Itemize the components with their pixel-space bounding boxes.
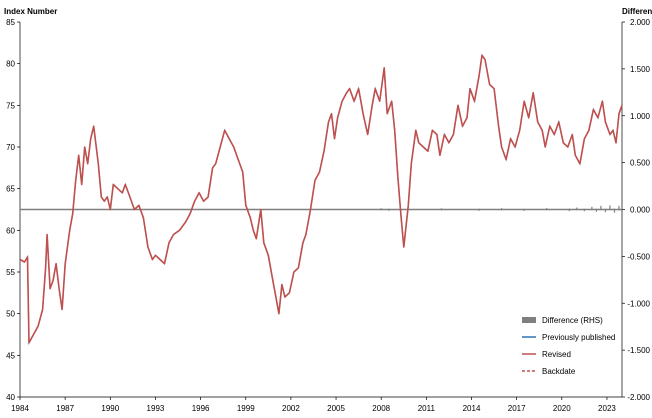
x-tick-label: 1984 <box>11 404 29 413</box>
legend: Difference (RHS) Previously published Revi… <box>522 316 615 376</box>
difference-bar <box>440 208 442 211</box>
right-tick-label: -0.500 <box>627 252 650 261</box>
difference-bar <box>583 208 585 212</box>
difference-bar <box>546 208 548 211</box>
x-tick-label: 2017 <box>508 404 526 413</box>
left-tick-label: 50 <box>6 310 15 319</box>
left-tick-label: 85 <box>6 18 15 27</box>
x-tick-label: 2023 <box>598 404 616 413</box>
right-tick-label: 0.000 <box>630 206 651 215</box>
legend-label: Difference (RHS) <box>542 316 603 325</box>
x-tick-label: 2005 <box>327 404 345 413</box>
x-tick-label: 2020 <box>553 404 571 413</box>
difference-bar <box>523 208 525 211</box>
x-tick-label: 1996 <box>192 404 210 413</box>
right-tick-label: 0.500 <box>630 159 651 168</box>
left-tick-label: 80 <box>6 60 15 69</box>
difference-bar <box>576 207 578 211</box>
left-tick-label: 55 <box>6 268 15 277</box>
x-tick-label: 2014 <box>463 404 481 413</box>
legend-label: Previously published <box>542 333 615 342</box>
difference-bar <box>604 208 607 213</box>
series-lines <box>19 53 623 346</box>
legend-label: Revised <box>542 350 571 359</box>
axes: 40 45 50 55 60 65 70 75 80 85 -2.000 -1.500 -1.000 -0… <box>6 18 650 413</box>
left-tick-label: 40 <box>6 393 15 402</box>
x-tick-label: 1987 <box>56 404 74 413</box>
difference-bar <box>568 208 570 212</box>
right-tick-label: -2.000 <box>627 393 650 402</box>
legend-label: Backdate <box>542 367 576 376</box>
difference-bar <box>380 208 382 211</box>
revised-line <box>19 54 623 344</box>
difference-bar <box>591 206 593 211</box>
right-tick-label: 2.000 <box>630 18 651 27</box>
right-axis-title: Difference <box>622 7 652 16</box>
difference-bar <box>609 205 611 211</box>
left-tick-label: 60 <box>6 226 15 235</box>
left-tick-label: 70 <box>6 143 15 152</box>
legend-swatch-difference <box>522 317 536 323</box>
x-tick-label: 2011 <box>418 404 436 413</box>
left-axis-title: Index Number <box>4 7 57 16</box>
right-tick-label: -1.500 <box>627 346 650 355</box>
difference-bar <box>478 208 480 211</box>
difference-bar <box>595 208 598 212</box>
x-tick-label: 2008 <box>372 404 390 413</box>
difference-bars <box>20 205 622 213</box>
left-tick-label: 45 <box>6 351 15 360</box>
x-tick-label: 2002 <box>282 404 300 413</box>
x-tick-label: 1993 <box>147 404 165 413</box>
left-tick-label: 75 <box>6 101 15 110</box>
difference-bar <box>501 208 503 211</box>
right-tick-label: 1.000 <box>630 112 651 121</box>
right-tick-label: -1.000 <box>627 299 650 308</box>
difference-bar <box>600 205 602 211</box>
difference-bar <box>613 208 616 213</box>
x-tick-label: 1990 <box>101 404 119 413</box>
difference-bar <box>388 208 390 211</box>
left-tick-label: 65 <box>6 185 15 194</box>
right-tick-label: 1.500 <box>630 65 651 74</box>
difference-bar <box>618 205 620 211</box>
x-tick-label: 1999 <box>237 404 255 413</box>
